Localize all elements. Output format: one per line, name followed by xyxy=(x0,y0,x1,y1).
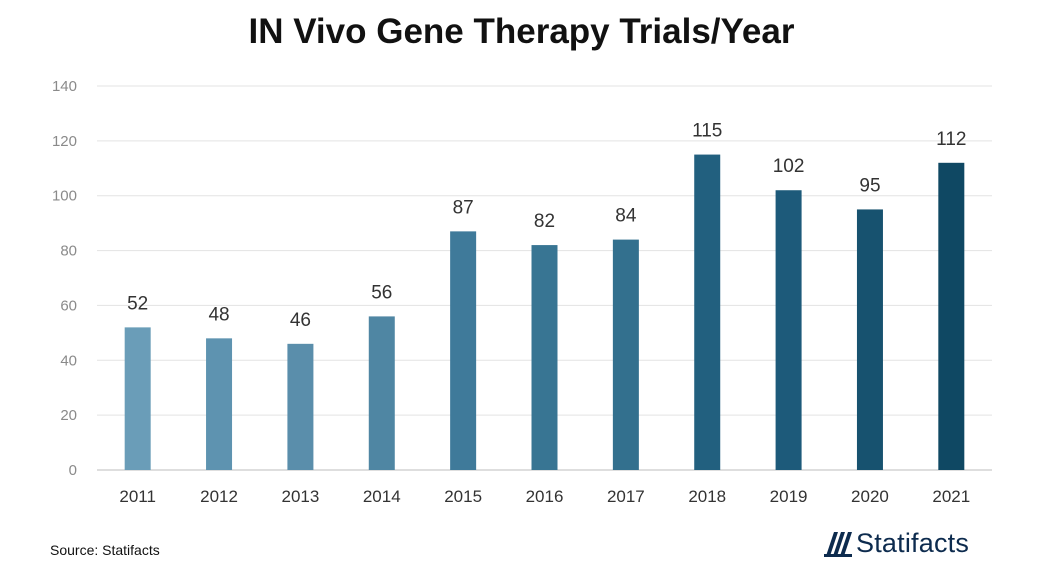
source-note: Source: Statifacts xyxy=(50,542,160,558)
x-tick-label-2016: 2016 xyxy=(526,487,564,506)
data-label-2016: 82 xyxy=(534,211,555,232)
chart-title: IN Vivo Gene Therapy Trials/Year xyxy=(248,12,795,51)
bar-2017 xyxy=(612,239,639,470)
bar-2016 xyxy=(531,245,558,470)
x-tick-label-2015: 2015 xyxy=(444,487,482,506)
brand-logo: Statifacts xyxy=(824,528,969,559)
data-label-2014: 56 xyxy=(371,282,392,303)
bar-2014 xyxy=(368,316,395,470)
x-tick-label-2014: 2014 xyxy=(363,487,401,506)
y-tick-label: 20 xyxy=(60,407,77,424)
data-label-2012: 48 xyxy=(208,304,229,325)
y-tick-label: 60 xyxy=(60,297,77,314)
bar-2013 xyxy=(287,343,314,470)
x-tick-label-2013: 2013 xyxy=(281,487,319,506)
y-tick-label: 100 xyxy=(52,188,77,205)
statifacts-logo-icon xyxy=(824,531,852,557)
x-tick-label-2011: 2011 xyxy=(119,487,156,506)
y-tick-label: 120 xyxy=(52,133,77,150)
x-tick-label-2018: 2018 xyxy=(688,487,726,506)
y-axis-ticks: 0 20 40 60 80 100 120 140 xyxy=(52,78,77,479)
bar-2011 xyxy=(124,327,151,470)
bar-2018 xyxy=(694,154,721,471)
data-labels: 52 48 46 56 87 82 84 115 102 95 112 xyxy=(127,121,966,331)
data-label-2013: 46 xyxy=(290,310,311,331)
data-label-2017: 84 xyxy=(615,206,637,227)
bar-2015 xyxy=(450,231,477,470)
y-tick-label: 80 xyxy=(60,243,77,260)
x-tick-label-2019: 2019 xyxy=(770,487,808,506)
data-label-2015: 87 xyxy=(453,197,474,218)
data-label-2021: 112 xyxy=(936,129,966,150)
data-label-2018: 115 xyxy=(692,121,722,142)
brand-name: Statifacts xyxy=(856,528,970,558)
bar-2020 xyxy=(856,209,883,470)
data-label-2020: 95 xyxy=(859,175,880,196)
bar-2012 xyxy=(206,338,233,470)
y-tick-label: 0 xyxy=(69,462,77,479)
bar-2021 xyxy=(938,162,965,471)
bar-2019 xyxy=(775,190,802,470)
x-tick-label-2017: 2017 xyxy=(607,487,645,506)
x-tick-label-2020: 2020 xyxy=(851,487,889,506)
data-label-2011: 52 xyxy=(127,293,148,314)
data-label-2019: 102 xyxy=(773,156,805,177)
x-tick-label-2021: 2021 xyxy=(932,487,970,506)
y-tick-label: 40 xyxy=(60,352,77,369)
x-axis-ticks: 2011 2012 2013 2014 2015 2016 2017 2018 2019 2020… xyxy=(119,487,970,506)
x-tick-label-2012: 2012 xyxy=(200,487,238,506)
y-tick-label: 140 xyxy=(52,78,77,95)
bars xyxy=(124,154,965,471)
